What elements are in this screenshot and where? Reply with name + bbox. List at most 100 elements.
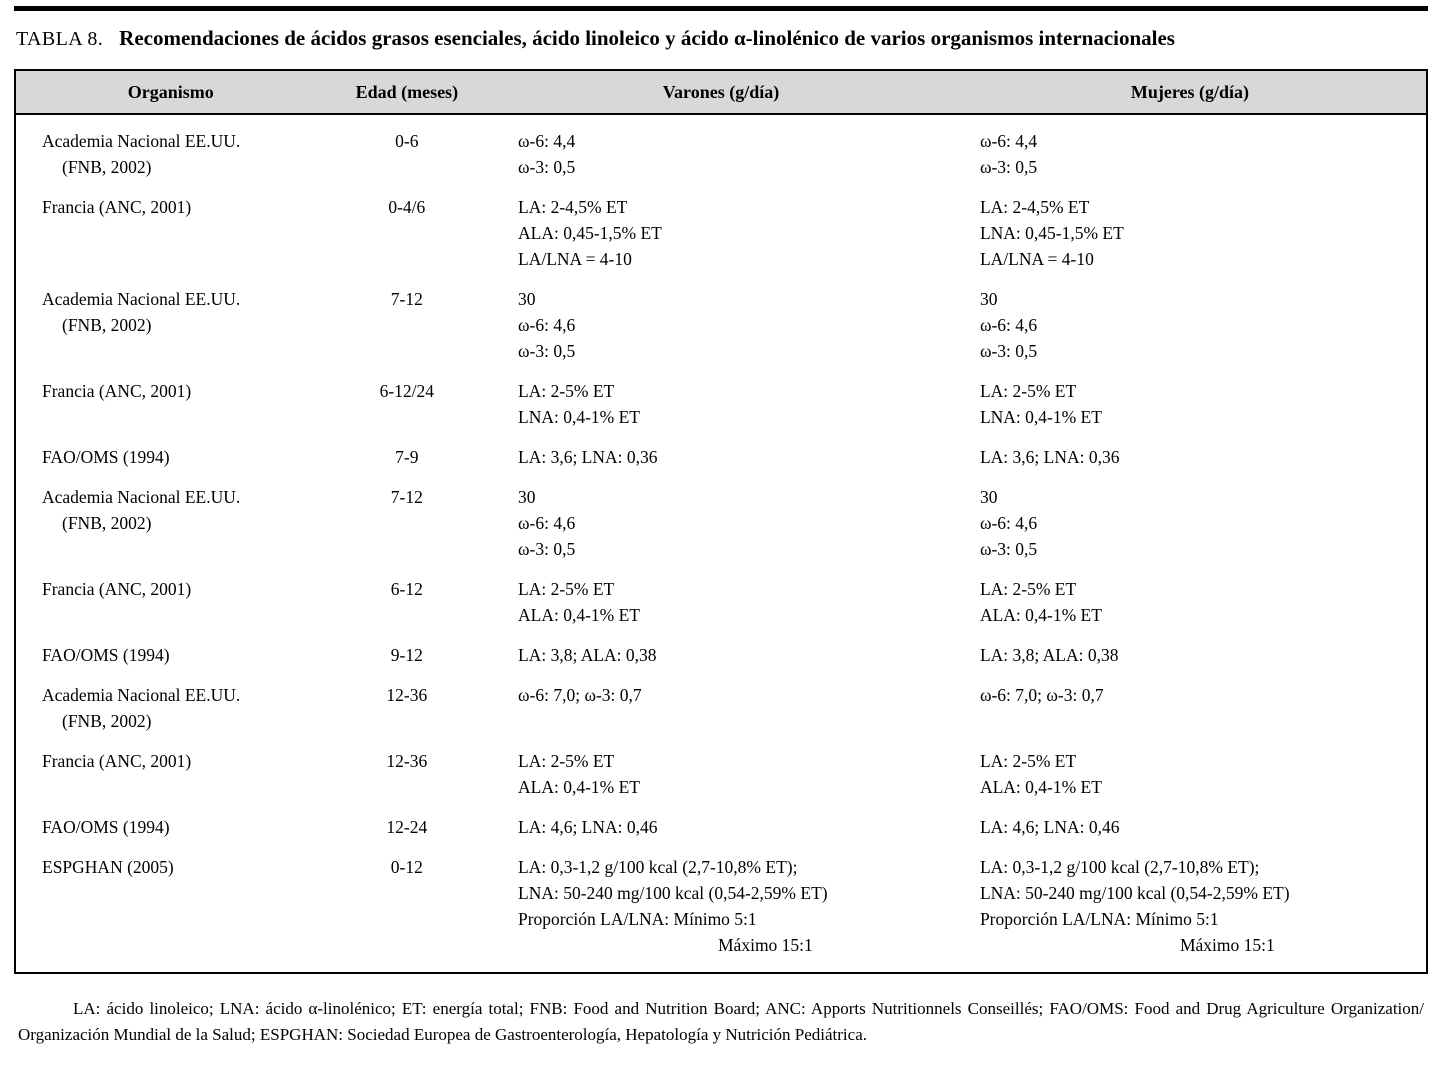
table-row: ESPGHAN (2005) 0-12 LA: 0,3-1,2 g/100 kcal… [15, 847, 1427, 973]
cell-line: 30 [979, 487, 998, 507]
edad-cell: 12-36 [326, 741, 488, 807]
cell-line: ω-6: 4,4 [979, 131, 1038, 151]
organismo-cell: Francia (ANC, 2001) [15, 187, 326, 279]
table-header: Organismo Edad (meses) Varones (g/día) M… [15, 70, 1427, 115]
table-body: Academia Nacional EE.UU. (FNB, 2002) 0-6 ω-… [15, 114, 1427, 973]
cell-line: ALA: 0,4-1% ET [518, 777, 640, 797]
table-row: Academia Nacional EE.UU. (FNB, 2002) 7-12 3… [15, 279, 1427, 371]
cell-line: LA: 0,3-1,2 g/100 kcal (2,7-10,8% ET); [518, 857, 798, 877]
edad-cell: 12-24 [326, 807, 488, 847]
cell-line: ω-6: 4,4 [518, 131, 576, 151]
cell-line: 12-36 [386, 685, 428, 705]
varones-cell: LA: 3,6; LNA: 0,36 [488, 437, 954, 477]
cell-line: Academia Nacional EE.UU. [42, 685, 241, 705]
edad-cell: 6-12 [326, 569, 488, 635]
edad-cell: 12-36 [326, 675, 488, 741]
cell-line: 30 [518, 289, 536, 309]
cell-line: LNA: 50-240 mg/100 kcal (0,54-2,59% ET) [979, 883, 1290, 903]
table-row: Academia Nacional EE.UU. (FNB, 2002) 0-6 ω-… [15, 114, 1427, 187]
cell-line: ESPGHAN (2005) [42, 857, 174, 877]
organismo-cell: ESPGHAN (2005) [15, 847, 326, 973]
varones-cell: LA: 3,8; ALA: 0,38 [488, 635, 954, 675]
table-caption: Recomendaciones de ácidos grasos esencia… [119, 26, 1175, 50]
cell-line: 9-12 [390, 645, 423, 665]
cell-line: ALA: 0,4-1% ET [518, 605, 640, 625]
varones-cell: LA: 2-4,5% ET ALA: 0,45-1,5% ET LA/LNA = 4… [488, 187, 954, 279]
cell-line: FAO/OMS (1994) [42, 645, 170, 665]
varones-cell: LA: 0,3-1,2 g/100 kcal (2,7-10,8% ET); LN… [488, 847, 954, 973]
mujeres-cell: 30 ω-6: 4,6 ω-3: 0,5 [954, 279, 1427, 371]
table-row: Francia (ANC, 2001) 0-4/6 LA: 2-4,5% ET ALA… [15, 187, 1427, 279]
cell-line: ω-3: 0,5 [518, 157, 576, 177]
edad-cell: 0-6 [326, 114, 488, 187]
mujeres-cell: 30 ω-6: 4,6 ω-3: 0,5 [954, 477, 1427, 569]
varones-cell: ω-6: 7,0; ω-3: 0,7 [488, 675, 954, 741]
cell-line: LNA: 0,45-1,5% ET [979, 223, 1124, 243]
mujeres-cell: LA: 0,3-1,2 g/100 kcal (2,7-10,8% ET); LN… [954, 847, 1427, 973]
organismo-cell: Academia Nacional EE.UU. (FNB, 2002) [15, 675, 326, 741]
cell-line: ALA: 0,45-1,5% ET [518, 223, 662, 243]
cell-line: ω-3: 0,5 [979, 341, 1038, 361]
cell-line: Academia Nacional EE.UU. [42, 487, 241, 507]
organismo-cell: Academia Nacional EE.UU. (FNB, 2002) [15, 114, 326, 187]
cell-line: ω-3: 0,5 [518, 341, 576, 361]
organismo-cell: FAO/OMS (1994) [15, 635, 326, 675]
cell-line: Francia (ANC, 2001) [42, 751, 192, 771]
organismo-cell: Francia (ANC, 2001) [15, 741, 326, 807]
table-row: Academia Nacional EE.UU. (FNB, 2002) 7-12 3… [15, 477, 1427, 569]
cell-line: LA: 2-5% ET [979, 381, 1077, 401]
column-header-varones: Varones (g/día) [488, 70, 954, 115]
cell-line: Francia (ANC, 2001) [42, 381, 192, 401]
cell-line: Máximo 15:1 [1179, 935, 1275, 955]
cell-line: 0-12 [390, 857, 423, 877]
mujeres-cell: ω-6: 7,0; ω-3: 0,7 [954, 675, 1427, 741]
mujeres-cell: LA: 3,8; ALA: 0,38 [954, 635, 1427, 675]
varones-cell: 30 ω-6: 4,6 ω-3: 0,5 [488, 477, 954, 569]
cell-line: LNA: 0,4-1% ET [979, 407, 1102, 427]
mujeres-cell: ω-6: 4,4 ω-3: 0,5 [954, 114, 1427, 187]
mujeres-cell: LA: 4,6; LNA: 0,46 [954, 807, 1427, 847]
cell-line: Francia (ANC, 2001) [42, 579, 192, 599]
cell-line: 30 [979, 289, 998, 309]
varones-cell: 30 ω-6: 4,6 ω-3: 0,5 [488, 279, 954, 371]
cell-line: LA/LNA = 4-10 [979, 249, 1094, 269]
cell-line: LA: 0,3-1,2 g/100 kcal (2,7-10,8% ET); [979, 857, 1260, 877]
cell-line: FAO/OMS (1994) [42, 447, 170, 467]
table-row: FAO/OMS (1994) 9-12 LA: 3,8; ALA: 0,38 LA: … [15, 635, 1427, 675]
cell-line: Proporción LA/LNA: Mínimo 5:1 [518, 909, 757, 929]
cell-line: 6-12/24 [379, 381, 435, 401]
edad-cell: 7-12 [326, 477, 488, 569]
top-rule [14, 6, 1428, 11]
cell-line: ω-6: 7,0; ω-3: 0,7 [979, 685, 1104, 705]
cell-line: ω-6: 4,6 [979, 513, 1038, 533]
cell-line: FAO/OMS (1994) [42, 817, 170, 837]
cell-line: LA/LNA = 4-10 [518, 249, 632, 269]
cell-line: 12-24 [386, 817, 428, 837]
table-row: FAO/OMS (1994) 12-24 LA: 4,6; LNA: 0,46 LA:… [15, 807, 1427, 847]
cell-line: (FNB, 2002) [62, 513, 152, 533]
cell-line: LA: 2-4,5% ET [979, 197, 1090, 217]
cell-line: LA: 3,8; ALA: 0,38 [518, 645, 657, 665]
cell-line: ω-6: 4,6 [518, 513, 576, 533]
cell-line: Proporción LA/LNA: Mínimo 5:1 [979, 909, 1219, 929]
edad-cell: 0-4/6 [326, 187, 488, 279]
organismo-cell: Francia (ANC, 2001) [15, 371, 326, 437]
cell-line: ALA: 0,4-1% ET [979, 777, 1102, 797]
mujeres-cell: LA: 2-4,5% ET LNA: 0,45-1,5% ET LA/LNA = 4… [954, 187, 1427, 279]
column-header-edad: Edad (meses) [325, 70, 488, 115]
cell-line: LA: 2-5% ET [979, 751, 1077, 771]
cell-line: 30 [518, 487, 536, 507]
cell-line: ω-6: 4,6 [979, 315, 1038, 335]
table-row: Francia (ANC, 2001) 6-12/24 LA: 2-5% ET LNA… [15, 371, 1427, 437]
cell-line: 0-4/6 [388, 197, 426, 217]
cell-line: ω-3: 0,5 [518, 539, 576, 559]
cell-line: Máximo 15:1 [718, 935, 813, 955]
cell-line: LA: 4,6; LNA: 0,46 [518, 817, 658, 837]
varones-cell: LA: 2-5% ET LNA: 0,4-1% ET [488, 371, 954, 437]
cell-line: 6-12 [390, 579, 423, 599]
header-row: Organismo Edad (meses) Varones (g/día) M… [15, 70, 1427, 115]
table-title: TABLA 8. Recomendaciones de ácidos graso… [16, 24, 1426, 53]
cell-line: LA: 2-4,5% ET [518, 197, 628, 217]
table-row: Francia (ANC, 2001) 12-36 LA: 2-5% ET ALA: … [15, 741, 1427, 807]
cell-line: LA: 4,6; LNA: 0,46 [979, 817, 1120, 837]
